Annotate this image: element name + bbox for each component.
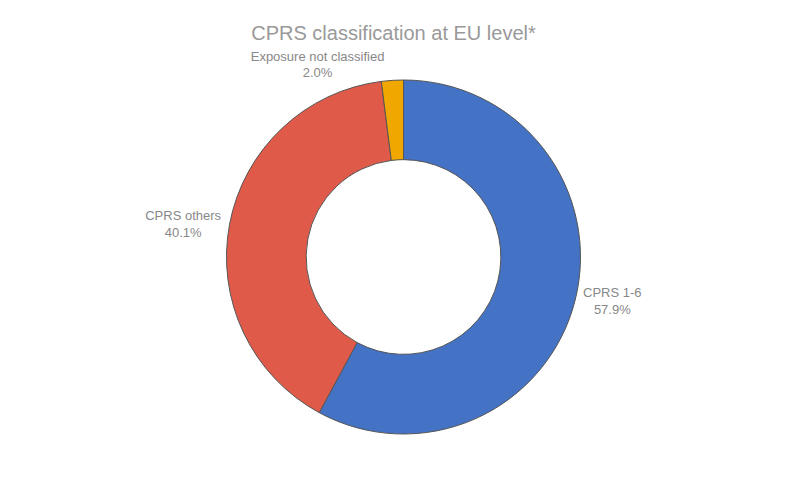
svg-text:CPRS classification at EU leve: CPRS classification at EU level*	[251, 22, 536, 44]
svg-text:Exposure not classified2.0%: Exposure not classified2.0%	[251, 49, 385, 81]
svg-text:CPRS others40.1%: CPRS others40.1%	[145, 208, 221, 240]
svg-text:CPRS 1-657.9%: CPRS 1-657.9%	[583, 285, 642, 317]
